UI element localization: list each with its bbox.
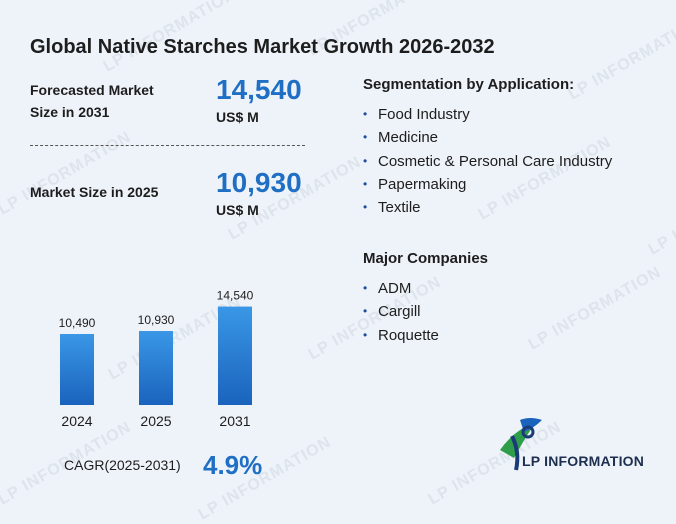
x-tick-label: 2024 [61, 413, 92, 429]
company-item: • ADM [363, 277, 439, 300]
x-tick-label: 2031 [219, 413, 250, 429]
forecast-unit: US$ M [216, 109, 259, 125]
forecast-label-line1: Forecasted Market [30, 82, 154, 98]
lp-logo-icon [500, 418, 542, 471]
segmentation-item: • Textile [363, 196, 612, 219]
bar-value-label: 14,540 [217, 289, 254, 303]
forecast-label: Forecasted Market Size in 2031 [30, 79, 154, 123]
forecast-value: 14,540 [216, 74, 302, 105]
logo-text: LP INFORMATION [522, 453, 645, 469]
bullet-icon: • [363, 107, 368, 121]
bullet-icon: • [363, 130, 368, 145]
bullet-icon: • [363, 153, 368, 168]
segmentation-item-label: Food Industry [378, 106, 470, 123]
bullet-icon: • [363, 176, 368, 191]
page-title: Global Native Starches Market Growth 202… [30, 36, 495, 58]
bar-2025 [139, 331, 173, 405]
segmentation-item: • Food Industry [363, 103, 612, 126]
segmentation-list: • Food Industry • Medicine • Cosmetic & Perso… [363, 103, 612, 219]
bullet-icon: • [363, 304, 368, 319]
company-item-label: Cargill [378, 303, 421, 321]
divider [30, 145, 305, 146]
current-value: 10,930 [216, 167, 302, 198]
companies-list: • ADM • Cargill • Roquette [363, 277, 439, 347]
company-item-label: Roquette [378, 326, 439, 344]
bullet-icon: • [363, 327, 368, 342]
current-unit: US$ M [216, 202, 259, 218]
segmentation-item: • Cosmetic & Personal Care Industry [363, 150, 612, 173]
x-tick-label: 2025 [140, 413, 171, 429]
segmentation-item: • Papermaking [363, 173, 612, 196]
bullet-icon: • [363, 281, 368, 295]
bullet-icon: • [363, 200, 368, 215]
current-label: Market Size in 2025 [30, 184, 159, 200]
segmentation-item-label: Papermaking [378, 175, 467, 193]
cagr-value: 4.9% [203, 450, 263, 480]
cagr-label: CAGR(2025-2031) [64, 457, 181, 473]
segmentation-title: Segmentation by Application: [363, 76, 575, 93]
bar-value-label: 10,930 [138, 313, 175, 327]
company-item: • Cargill [363, 300, 439, 323]
companies-title: Major Companies [363, 250, 489, 267]
forecast-label-line2: Size in 2031 [30, 104, 110, 120]
company-item: • Roquette [363, 324, 439, 347]
segmentation-item-label: Cosmetic & Personal Care Industry [378, 152, 613, 170]
bar-chart: 10,490 2024 10,930 2025 14,540 2031 [59, 289, 254, 429]
segmentation-item: • Medicine [363, 126, 612, 149]
bar-2031 [218, 306, 252, 405]
bar-value-label: 10,490 [59, 316, 96, 330]
segmentation-item-label: Textile [378, 199, 421, 217]
bar-2024 [60, 333, 94, 405]
company-item-label: ADM [378, 280, 412, 297]
segmentation-item-label: Medicine [378, 129, 439, 147]
